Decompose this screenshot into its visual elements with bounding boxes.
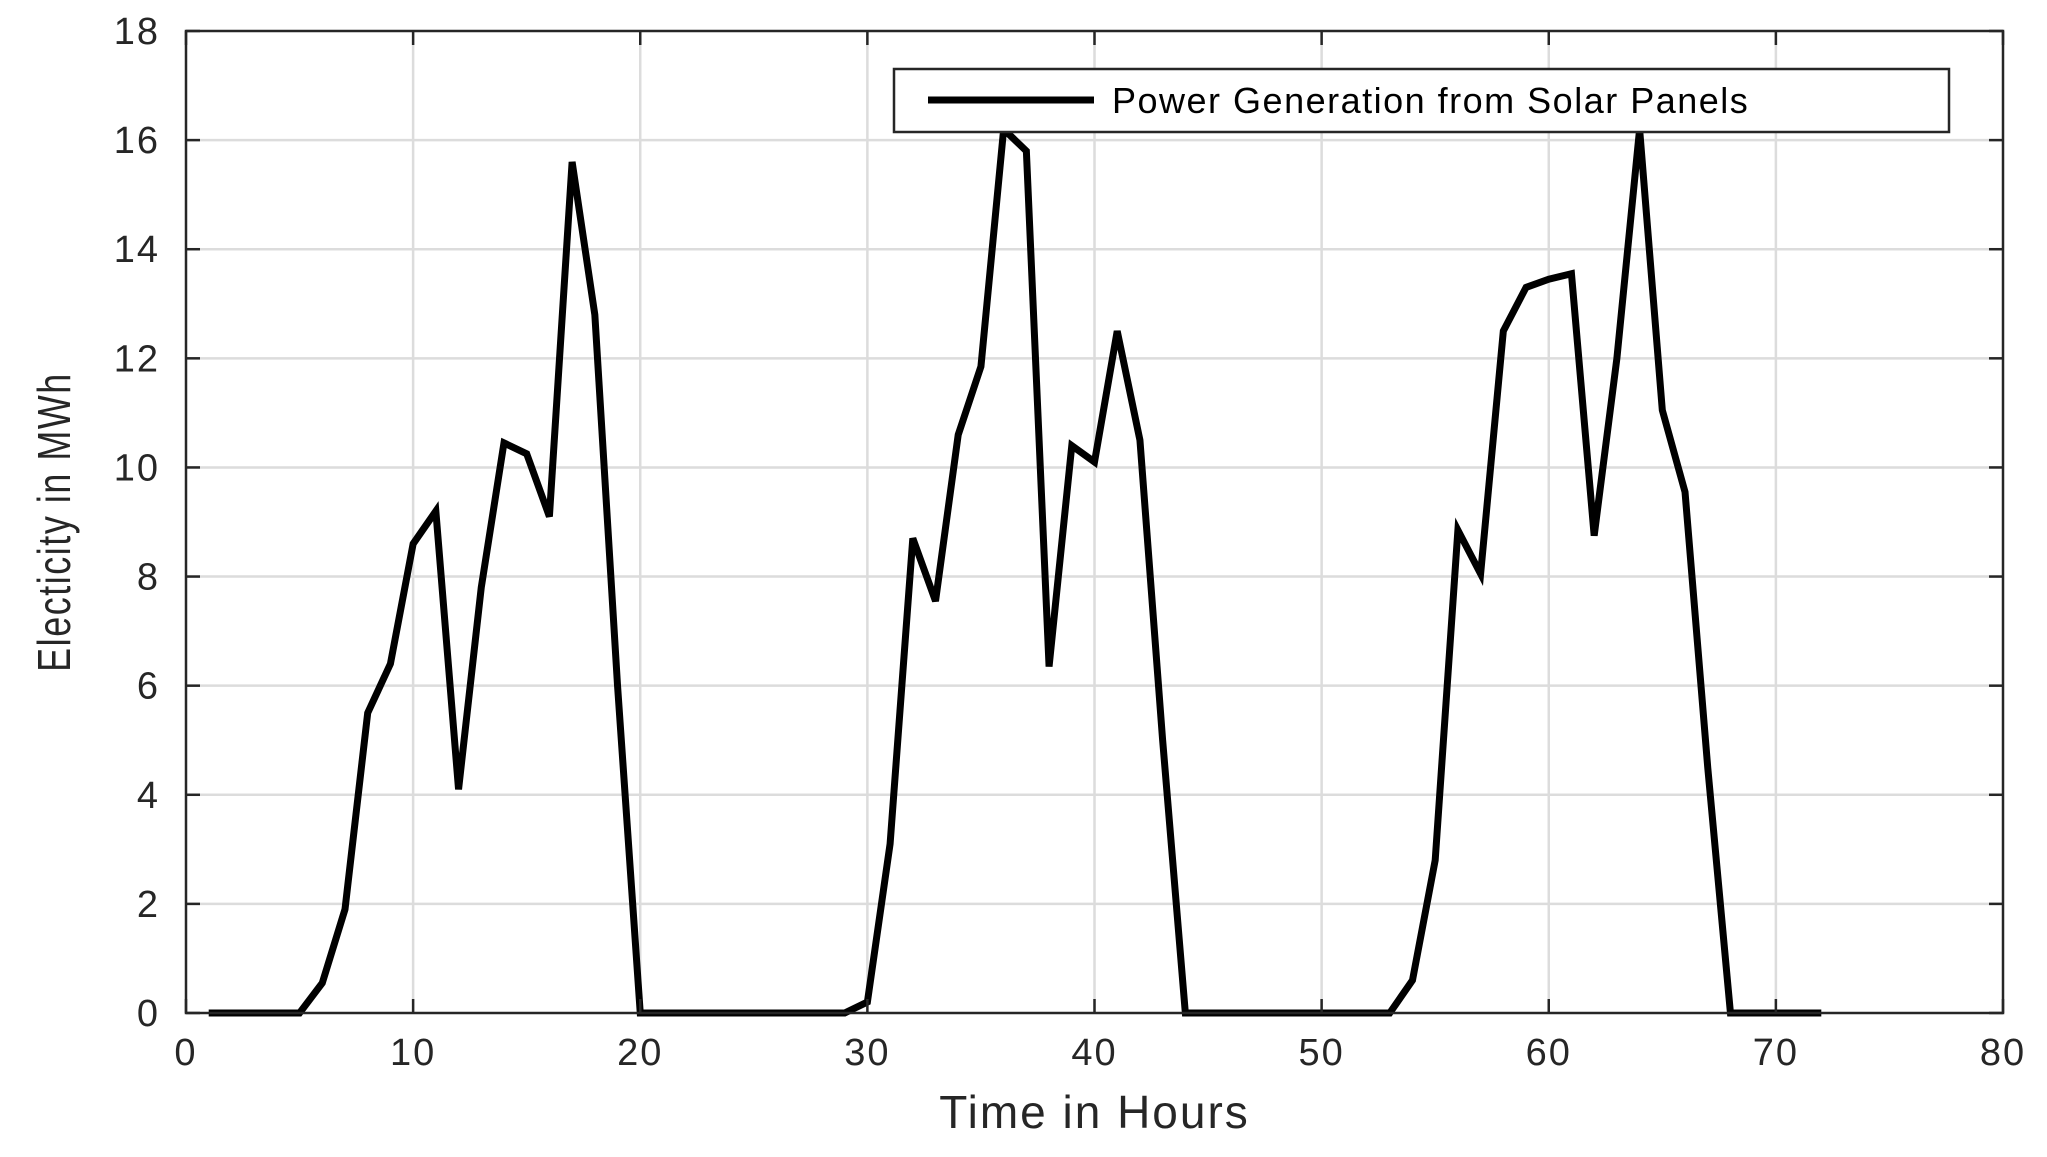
- axis-ticks: [184, 29, 2005, 1015]
- y-tick-label: 14: [114, 229, 160, 271]
- x-tick-label: 20: [617, 1032, 663, 1074]
- x-tick-label: 80: [1980, 1032, 2026, 1074]
- series-line-0: [208, 121, 1822, 1017]
- x-tick-label: 70: [1753, 1032, 1799, 1074]
- y-tick-label: 12: [114, 338, 160, 380]
- y-tick-label: 8: [137, 557, 160, 599]
- legend-entry-label: Power Generation from Solar Panels: [1112, 80, 1749, 121]
- x-axis-label: Time in Hours: [939, 1086, 1250, 1138]
- x-tick-label: 40: [1071, 1032, 1117, 1074]
- y-tick-label: 6: [137, 666, 160, 708]
- tick-labels: 0 10 20 30 40 50 60 70 80 0 2 4 6 8 10 12 14 16 18: [114, 11, 2026, 1074]
- x-tick-label: 0: [174, 1032, 197, 1074]
- y-tick-label: 0: [137, 993, 160, 1035]
- y-tick-label: 2: [137, 884, 160, 926]
- x-tick-label: 10: [390, 1032, 436, 1074]
- grid: [186, 31, 2003, 1013]
- y-tick-label: 10: [114, 447, 160, 489]
- series-layer: [208, 121, 1822, 1017]
- y-tick-label: 4: [137, 775, 160, 817]
- x-tick-label: 30: [844, 1032, 890, 1074]
- y-tick-label: 18: [114, 11, 160, 53]
- y-axis-label: Electicity in MWh: [29, 372, 80, 672]
- y-tick-label: 16: [114, 120, 160, 162]
- legend: Power Generation from Solar Panels: [892, 67, 1951, 134]
- x-tick-label: 50: [1298, 1032, 1344, 1074]
- x-tick-label: 60: [1526, 1032, 1572, 1074]
